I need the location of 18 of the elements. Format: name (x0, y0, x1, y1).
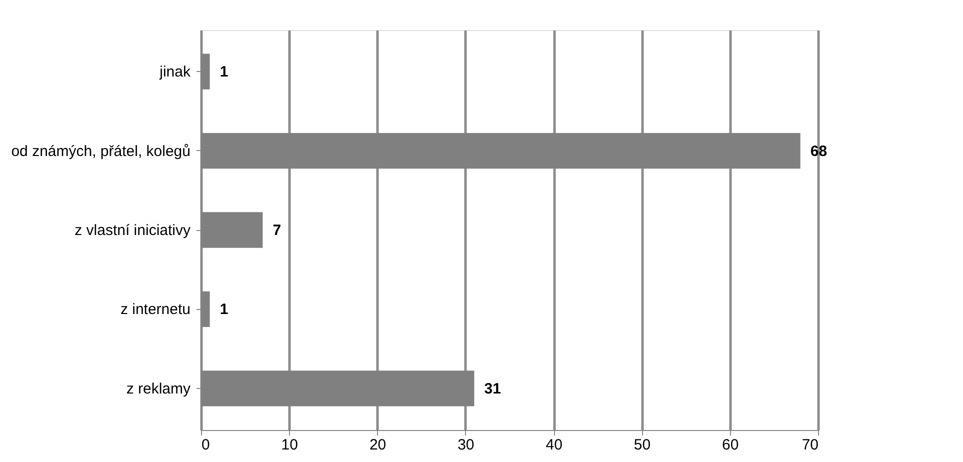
data-label: 68 (810, 142, 828, 160)
x-tick-label: 20 (369, 436, 386, 454)
x-tick-label: 0 (202, 436, 210, 454)
x-tick-label: 40 (546, 436, 562, 454)
y-tick-label: z reklamy (126, 380, 191, 398)
data-label: 7 (272, 222, 282, 239)
y-tick-label: z internetu (120, 301, 190, 318)
x-tick-label: 70 (802, 436, 818, 454)
x-tick-label: 50 (634, 436, 651, 454)
y-tick-label: od známých, přátel, kolegů (11, 142, 190, 160)
x-tick-label: 30 (458, 436, 474, 454)
y-tick-label: jinak (158, 64, 191, 81)
x-tick-label: 10 (281, 436, 298, 454)
data-label: 1 (220, 64, 228, 81)
data-label: 1 (220, 301, 228, 318)
data-label: 31 (484, 380, 501, 398)
x-tick-label: 60 (722, 436, 739, 454)
y-tick-label: z vlastní iniciativy (74, 222, 191, 239)
